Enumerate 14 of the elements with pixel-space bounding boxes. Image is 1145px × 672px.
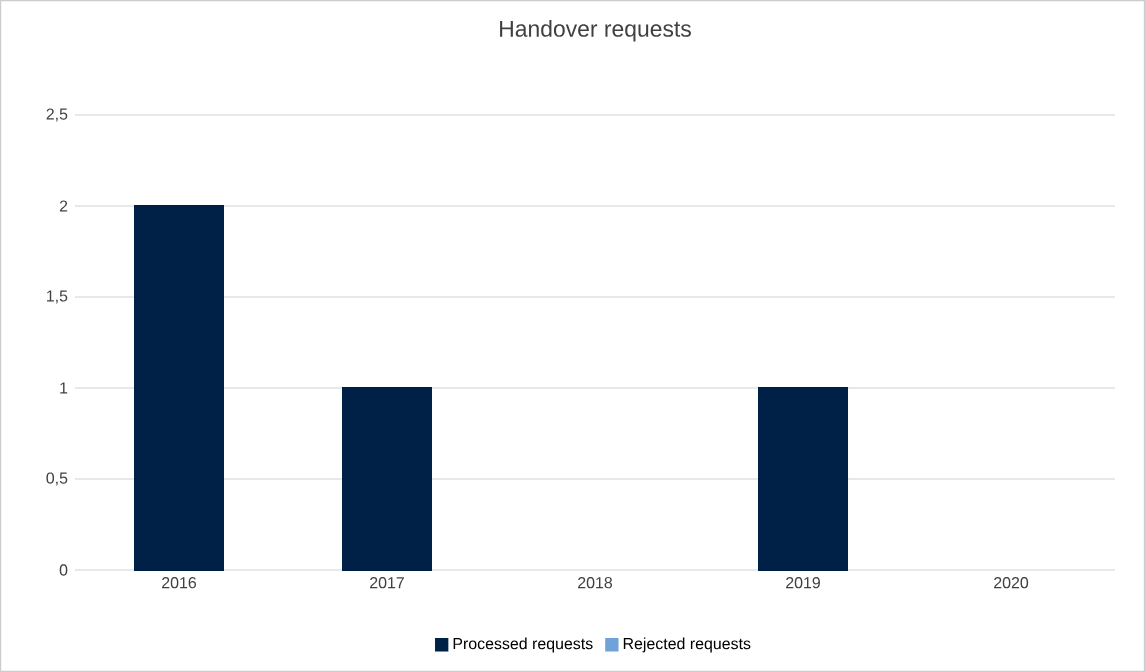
chart-title: Handover requests (500, 20, 691, 42)
y-tick-label: 1,5 (47, 290, 68, 304)
y-tick-label: 1 (60, 382, 68, 394)
y-tick-label: 0 (59, 564, 68, 576)
legend-label: Processed requests (453, 637, 593, 653)
x-tick-label: 2017 (370, 577, 404, 589)
y-tick-label: 0,5 (46, 472, 68, 486)
x-tick-label: 2016 (162, 577, 197, 589)
x-tick-label: 2020 (994, 577, 1029, 589)
legend-label: Rejected requests (623, 637, 751, 653)
x-tick-label: 2019 (786, 577, 820, 589)
x-tick-label: 2018 (578, 577, 613, 589)
y-tick-label: 2,5 (46, 108, 68, 122)
y-tick-label: 2 (59, 200, 68, 212)
